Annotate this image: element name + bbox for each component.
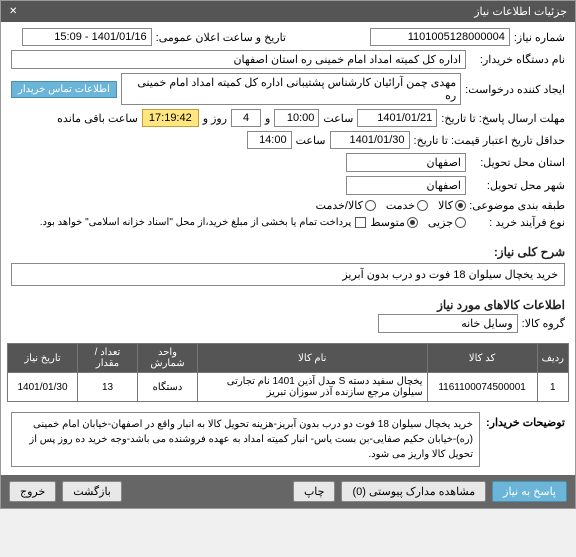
valid-time: 14:00 xyxy=(247,131,292,149)
time-label-1: ساعت xyxy=(323,112,353,125)
proc-small-label: جزیی xyxy=(428,216,453,229)
proc-type-label: نوع فرآیند خرید : xyxy=(470,216,565,229)
print-button[interactable]: چاپ xyxy=(293,481,336,502)
footer-bar: پاسخ به نیاز مشاهده مدارک پیوستی (0) چاپ… xyxy=(1,475,575,508)
countdown-timer: 17:19:42 xyxy=(142,109,199,127)
cell-code: 1161100074500001 xyxy=(427,373,537,402)
announce-value: 1401/01/16 - 15:09 xyxy=(22,28,152,46)
time-label-2: ساعت xyxy=(296,134,326,147)
class-both-option[interactable]: کالا/خدمت xyxy=(316,199,376,212)
group-value: وسایل خانه xyxy=(378,314,518,333)
class-service-label: خدمت xyxy=(386,199,415,212)
items-table: ردیف کد کالا نام کالا واحد شمارش تعداد /… xyxy=(7,343,569,402)
radio-icon xyxy=(455,217,466,228)
radio-icon xyxy=(365,200,376,211)
th-date: تاریخ نیاز xyxy=(8,344,78,373)
exec-city-value: اصفهان xyxy=(346,176,466,195)
buyer-notes-text: خرید یخچال سیلوان 18 فوت دو درب بدون آبر… xyxy=(11,412,480,467)
deadline-label: مهلت ارسال پاسخ: تا تاریخ: xyxy=(441,112,565,125)
exec-prov-label: استان محل تحویل: xyxy=(470,156,565,169)
panel-header: جزئیات اطلاعات نیاز ✕ xyxy=(1,1,575,22)
buyer-org-label: نام دستگاه خریدار: xyxy=(470,53,565,66)
contact-buyer-button[interactable]: اطلاعات تماس خریدار xyxy=(11,81,117,98)
close-icon[interactable]: ✕ xyxy=(9,6,17,17)
group-label: گروه کالا: xyxy=(522,317,565,330)
days-value: 4 xyxy=(231,109,261,127)
items-title: اطلاعات کالاهای مورد نیاز xyxy=(1,292,575,314)
class-both-label: کالا/خدمت xyxy=(316,199,363,212)
class-goods-option[interactable]: کالا xyxy=(438,199,466,212)
class-goods-label: کالا xyxy=(438,199,453,212)
proc-small-option[interactable]: جزیی xyxy=(428,216,466,229)
desc-title: شرح کلی نیاز: xyxy=(1,239,575,261)
proc-medium-option[interactable]: متوسط xyxy=(370,216,418,229)
cell-date: 1401/01/30 xyxy=(8,373,78,402)
exit-button[interactable]: خروج xyxy=(9,481,56,502)
req-no-label: شماره نیاز: xyxy=(514,31,565,44)
days-and: و xyxy=(265,112,270,125)
table-row[interactable]: 1 1161100074500001 یخچال سفید دسته S مدل… xyxy=(8,373,569,402)
proc-radio-group: جزیی متوسط xyxy=(370,216,466,229)
table-header-row: ردیف کد کالا نام کالا واحد شمارش تعداد /… xyxy=(8,344,569,373)
attachments-button[interactable]: مشاهده مدارک پیوستی (0) xyxy=(341,481,486,502)
payment-note: پرداخت تمام یا بخشی از مبلغ خرید،از محل … xyxy=(40,217,352,228)
class-service-option[interactable]: خدمت xyxy=(386,199,428,212)
creator-value: مهدی چمن آرائیان کارشناس پشتیبانی اداره … xyxy=(121,73,461,105)
exec-city-label: شهر محل تحویل: xyxy=(470,179,565,192)
req-no-value: 1101005128000004 xyxy=(370,28,510,46)
buyer-notes-label: توضیحات خریدار: xyxy=(486,412,565,429)
form-area: شماره نیاز: 1101005128000004 تاریخ و ساع… xyxy=(1,22,575,239)
remain-label: ساعت باقی مانده xyxy=(57,112,138,125)
th-code: کد کالا xyxy=(427,344,537,373)
cell-name: یخچال سفید دسته S مدل آذین 1401 نام تجار… xyxy=(198,373,428,402)
th-unit: واحد شمارش xyxy=(138,344,198,373)
payment-checkbox[interactable] xyxy=(355,217,366,228)
valid-label: حداقل تاریخ اعتبار قیمت: تا تاریخ: xyxy=(414,134,565,147)
deadline-time: 10:00 xyxy=(274,109,319,127)
class-label: طبقه بندی موضوعی: xyxy=(470,199,565,212)
cell-qty: 13 xyxy=(78,373,138,402)
th-name: نام کالا xyxy=(198,344,428,373)
details-panel: جزئیات اطلاعات نیاز ✕ شماره نیاز: 110100… xyxy=(0,0,576,509)
proc-medium-label: متوسط xyxy=(370,216,405,229)
th-qty: تعداد / مقدار xyxy=(78,344,138,373)
days-unit: روز و xyxy=(203,112,227,125)
back-button[interactable]: بازگشت xyxy=(62,481,122,502)
desc-box: خرید یخچال سیلوان 18 فوت دو درب بدون آبر… xyxy=(11,263,565,286)
th-row: ردیف xyxy=(537,344,568,373)
items-table-wrap: ردیف کد کالا نام کالا واحد شمارش تعداد /… xyxy=(1,343,575,408)
radio-icon xyxy=(417,200,428,211)
reply-button[interactable]: پاسخ به نیاز xyxy=(492,481,567,502)
announce-label: تاریخ و ساعت اعلان عمومی: xyxy=(156,31,286,44)
buyer-org-value: اداره کل کمیته امداد امام خمینی ره استان… xyxy=(11,50,466,69)
deadline-date: 1401/01/21 xyxy=(357,109,437,127)
radio-selected-icon xyxy=(407,217,418,228)
panel-title: جزئیات اطلاعات نیاز xyxy=(474,5,567,18)
class-radio-group: کالا خدمت کالا/خدمت xyxy=(316,199,466,212)
radio-selected-icon xyxy=(455,200,466,211)
buyer-notes-section: توضیحات خریدار: خرید یخچال سیلوان 18 فوت… xyxy=(1,408,575,475)
creator-label: ایجاد کننده درخواست: xyxy=(465,83,565,96)
exec-prov-value: اصفهان xyxy=(346,153,466,172)
cell-row: 1 xyxy=(537,373,568,402)
cell-unit: دستگاه xyxy=(138,373,198,402)
valid-date: 1401/01/30 xyxy=(330,131,410,149)
